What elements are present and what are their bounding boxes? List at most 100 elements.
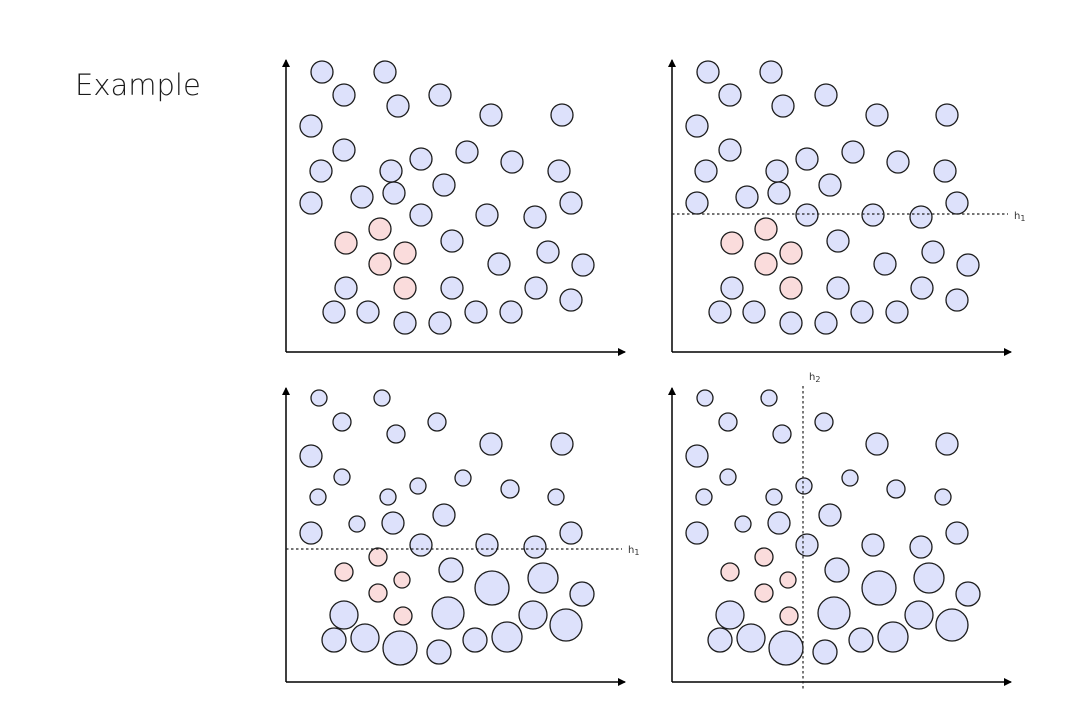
majority-point: [386, 94, 410, 118]
majority-point: [945, 521, 969, 545]
majority-point: [771, 94, 795, 118]
majority-point: [309, 159, 333, 183]
majority-point: [524, 276, 548, 300]
majority-point: [299, 444, 323, 468]
panel-1: [282, 59, 626, 356]
majority-point: [440, 276, 464, 300]
majority-point: [559, 521, 583, 545]
majority-point: [886, 150, 910, 174]
majority-point: [685, 444, 709, 468]
majority-point: [795, 533, 819, 557]
majority-point: [826, 229, 850, 253]
majority-point: [742, 300, 766, 324]
majority-point: [708, 300, 732, 324]
minority-point: [754, 217, 778, 241]
majority-point: [865, 432, 889, 456]
majority-point: [299, 191, 323, 215]
majority-point: [768, 630, 804, 666]
majority-point: [379, 488, 397, 506]
majority-point: [462, 627, 488, 653]
majority-point: [694, 159, 718, 183]
majority-point: [322, 300, 346, 324]
panel-2: h1: [668, 59, 1025, 356]
majority-point: [475, 203, 499, 227]
majority-point: [760, 389, 778, 407]
minority-point: [779, 276, 803, 300]
majority-point: [765, 159, 789, 183]
majority-point: [850, 300, 874, 324]
majority-point: [527, 562, 559, 594]
minority-point: [393, 606, 413, 626]
majority-point: [299, 114, 323, 138]
panel-3: h1: [282, 387, 639, 686]
majority-point: [499, 300, 523, 324]
majority-point: [955, 581, 981, 607]
majority-point: [718, 138, 742, 162]
majority-point: [873, 252, 897, 276]
majority-point: [382, 630, 418, 666]
majority-point: [409, 147, 433, 171]
panel-4: h2: [668, 372, 1012, 690]
majority-point: [547, 159, 571, 183]
majority-point: [734, 515, 752, 533]
minority-point: [754, 252, 778, 276]
majority-point: [475, 533, 499, 557]
majority-point: [818, 173, 842, 197]
minority-point: [754, 547, 774, 567]
majority-point: [309, 488, 327, 506]
majority-point: [299, 521, 323, 545]
majority-point: [428, 311, 452, 335]
majority-point: [685, 114, 709, 138]
majority-point: [715, 600, 745, 630]
majority-point: [379, 159, 403, 183]
majority-point: [945, 288, 969, 312]
majority-point: [707, 627, 733, 653]
majority-point: [877, 621, 909, 653]
majority-point: [569, 581, 595, 607]
majority-point: [409, 203, 433, 227]
majority-point: [479, 432, 503, 456]
majority-point: [350, 623, 380, 653]
majority-point: [886, 479, 906, 499]
minority-point: [368, 252, 392, 276]
majority-point: [935, 608, 969, 642]
split-label: h1: [1014, 211, 1025, 223]
majority-point: [329, 600, 359, 630]
majority-point: [795, 203, 819, 227]
majority-point: [956, 253, 980, 277]
majority-point: [735, 185, 759, 209]
minority-point: [779, 241, 803, 265]
majority-point: [772, 424, 792, 444]
minority-point: [720, 562, 740, 582]
majority-point: [464, 300, 488, 324]
majority-point: [904, 600, 934, 630]
majority-point: [440, 229, 464, 253]
majority-point: [431, 596, 465, 630]
majority-point: [935, 103, 959, 127]
majority-point: [426, 639, 452, 665]
minority-point: [393, 571, 411, 589]
majority-point: [427, 412, 447, 432]
majority-point: [334, 276, 358, 300]
majority-point: [909, 535, 933, 559]
majority-point: [332, 138, 356, 162]
majority-point: [685, 521, 709, 545]
minority-point: [779, 606, 799, 626]
majority-point: [382, 181, 406, 205]
minority-point: [779, 571, 797, 589]
majority-point: [824, 557, 850, 583]
majority-point: [861, 203, 885, 227]
minority-point: [334, 231, 358, 255]
majority-point: [818, 503, 842, 527]
majority-point: [945, 191, 969, 215]
majority-point: [779, 311, 803, 335]
majority-point: [861, 533, 885, 557]
majority-point: [332, 83, 356, 107]
majority-point: [500, 479, 520, 499]
majority-point: [547, 488, 565, 506]
majority-point: [695, 488, 713, 506]
majority-point: [910, 276, 934, 300]
majority-point: [409, 533, 433, 557]
majority-point: [841, 140, 865, 164]
majority-point: [718, 83, 742, 107]
